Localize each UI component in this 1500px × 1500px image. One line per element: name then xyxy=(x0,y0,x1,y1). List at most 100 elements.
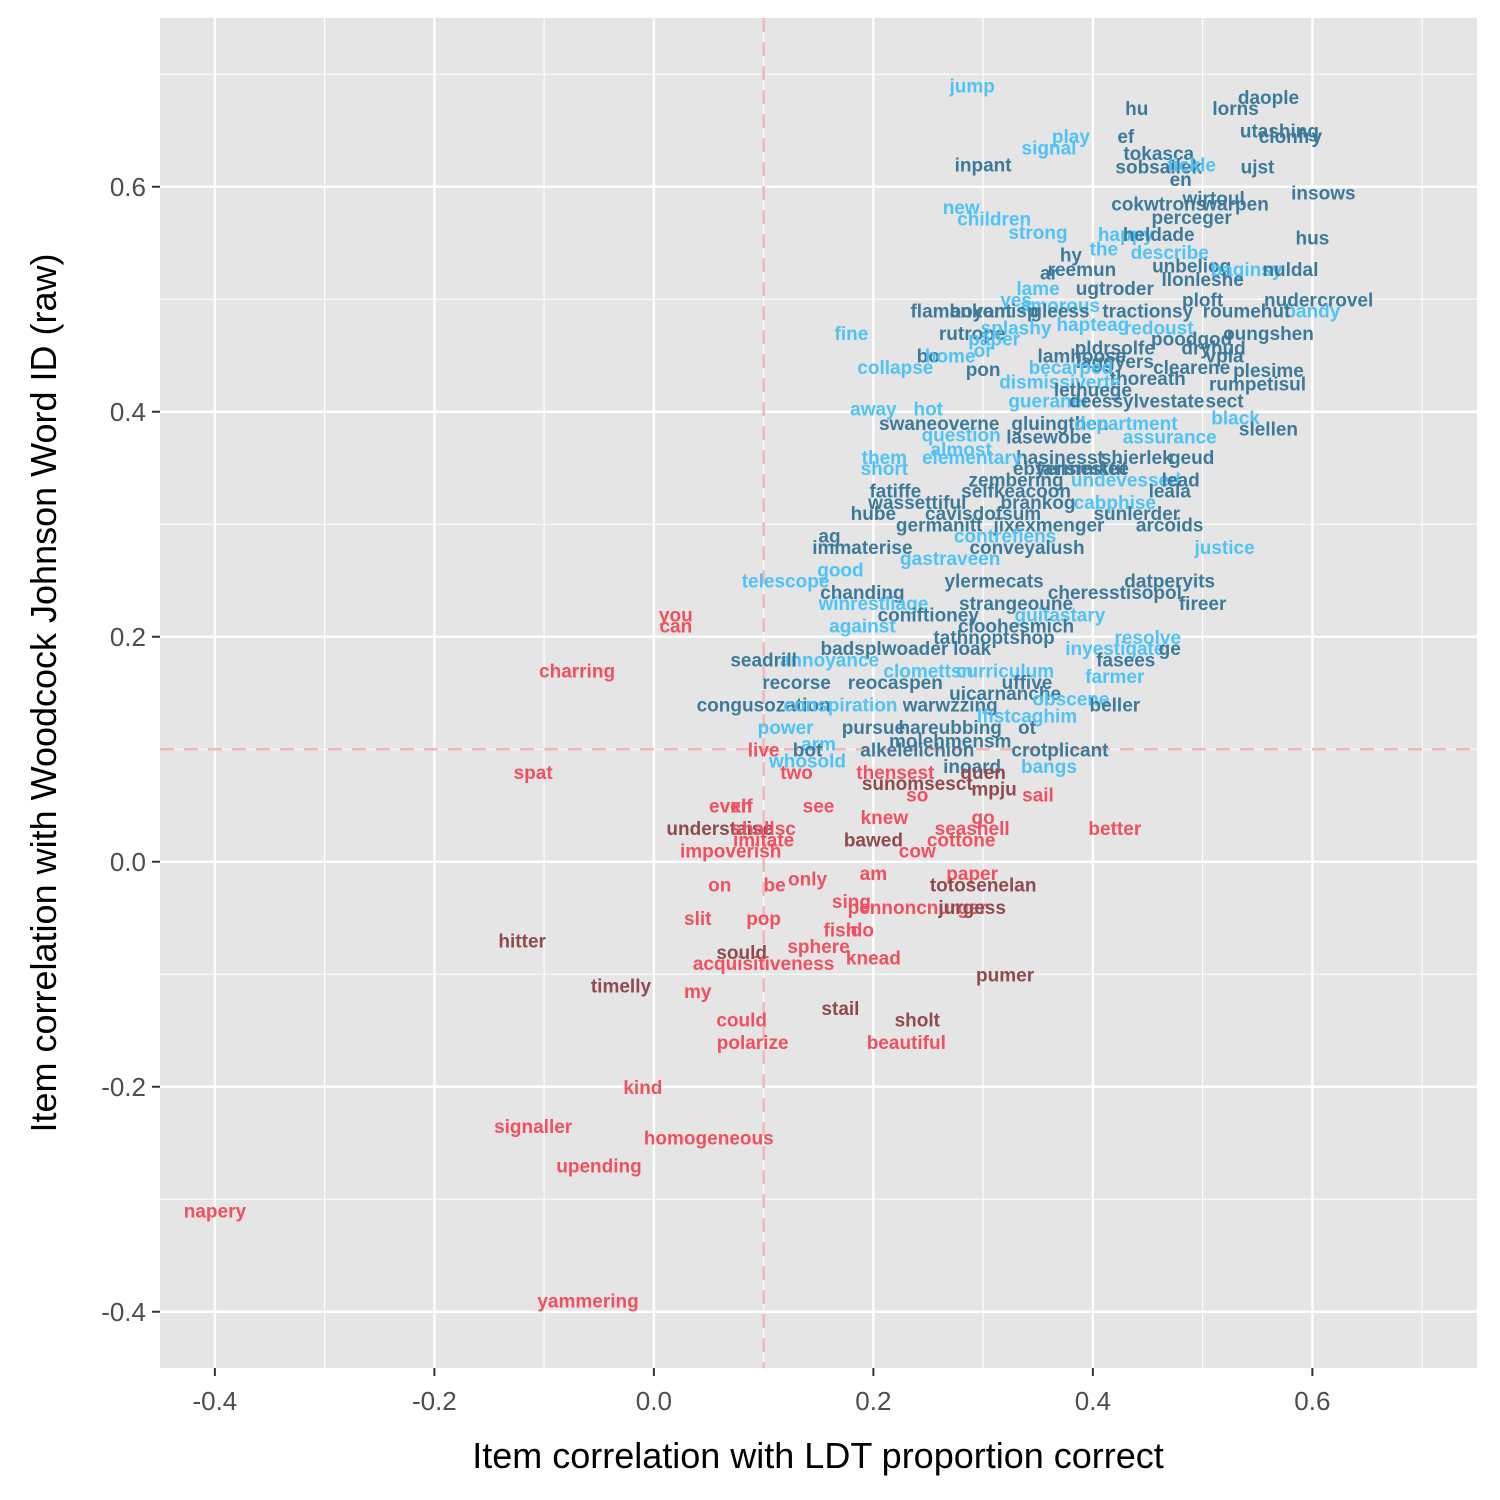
word-point: lasewobe xyxy=(1006,428,1092,449)
word-point: fine xyxy=(835,324,869,345)
word-point: lamhoose xyxy=(1038,347,1127,368)
word-point: hu xyxy=(1125,99,1148,120)
word-point: contrefiens xyxy=(954,527,1056,548)
word-point: splashy xyxy=(981,318,1052,339)
word-point: so xyxy=(906,785,928,806)
word-point: sould xyxy=(716,943,767,964)
word-point: spat xyxy=(514,763,554,784)
word-point: whosold xyxy=(768,752,846,773)
word-point: hitter xyxy=(498,932,546,953)
word-point: ploft xyxy=(1182,290,1224,311)
x-axis-title: Item correlation with LDT proportion cor… xyxy=(472,1435,1164,1476)
word-point: short xyxy=(861,459,909,480)
word-point: beller xyxy=(1089,695,1140,716)
word-point: am xyxy=(860,864,887,885)
word-point: nuldal xyxy=(1262,260,1318,281)
word-point: can xyxy=(659,617,692,638)
word-point: pldrsolfe xyxy=(1075,339,1155,360)
word-point: ebyermestee xyxy=(1013,459,1129,480)
word-point: slit xyxy=(684,909,712,930)
word-point: jixexmenger xyxy=(993,515,1105,536)
word-point: collapse xyxy=(857,358,933,379)
word-point: timelly xyxy=(591,977,652,998)
word-point: clonfry xyxy=(1259,127,1323,148)
word-point: arm xyxy=(801,735,836,756)
word-point: vpla xyxy=(1206,347,1244,368)
word-point: dryhud xyxy=(1181,339,1245,360)
word-point: immaterise xyxy=(812,538,912,559)
word-point: warpen xyxy=(1201,195,1269,216)
word-point: away xyxy=(850,399,897,420)
word-point: tractionsy xyxy=(1102,302,1193,323)
word-point: nuder xyxy=(1264,290,1317,311)
word-point: brankog xyxy=(1001,493,1076,514)
word-point: homogeneous xyxy=(644,1128,774,1149)
word-point: ankomisp xyxy=(950,302,1039,323)
word-point: live xyxy=(748,740,780,761)
word-point: perceger xyxy=(1152,208,1233,229)
word-point: ot xyxy=(1018,718,1037,739)
word-point: inoard xyxy=(943,757,1001,778)
word-point: rutrope xyxy=(939,324,1006,345)
x-tick-label: 0.0 xyxy=(636,1386,672,1416)
word-point: reocaspen xyxy=(848,673,943,694)
word-point: knead xyxy=(846,948,901,969)
word-point: the xyxy=(1090,240,1119,261)
word-point: almost xyxy=(931,440,993,461)
word-point: knew xyxy=(861,808,909,829)
word-point: datperyits xyxy=(1124,572,1215,593)
word-point: fireer xyxy=(1179,594,1227,615)
word-point: laggyers xyxy=(1076,352,1154,373)
word-point: tokasca xyxy=(1123,144,1194,165)
word-point: ar xyxy=(1040,263,1059,284)
word-point: or xyxy=(974,341,994,362)
word-point: telescope xyxy=(742,572,830,593)
word-point: yes xyxy=(1000,290,1032,311)
word-point: kind xyxy=(623,1078,662,1099)
word-point: justice xyxy=(1193,538,1254,559)
word-point: coniftioney xyxy=(878,605,980,626)
word-point: bangs xyxy=(1021,757,1077,778)
word-point: hasinesst xyxy=(1016,448,1104,469)
word-point: geud xyxy=(1169,448,1214,469)
word-point: daople xyxy=(1238,88,1299,109)
y-tick-label: -0.2 xyxy=(101,1072,146,1102)
x-tick-label: 0.2 xyxy=(855,1386,891,1416)
word-point: en xyxy=(1170,170,1192,191)
word-point: jump xyxy=(948,77,994,98)
word-point: gueraner xyxy=(1008,392,1090,413)
word-point: seashell xyxy=(935,819,1010,840)
x-tick-label: 0.6 xyxy=(1294,1386,1330,1416)
word-point: plesime xyxy=(1233,361,1304,382)
word-point: undevessed xyxy=(1071,470,1181,491)
word-point: thoreath xyxy=(1110,369,1186,390)
word-point: oungshen xyxy=(1223,324,1314,345)
word-point: arcoids xyxy=(1136,515,1204,536)
word-point: acquisitiveness xyxy=(693,954,835,975)
word-point: annoyance xyxy=(780,650,879,671)
word-point: tickle xyxy=(1167,155,1216,176)
word-point: sunomsesct xyxy=(862,774,974,795)
word-point: sing xyxy=(832,892,871,913)
word-point: leala xyxy=(1149,482,1192,503)
word-point: napery xyxy=(184,1202,247,1223)
word-point: see xyxy=(803,797,835,818)
word-point: hube xyxy=(851,504,896,525)
x-tick-label: 0.4 xyxy=(1075,1386,1111,1416)
word-point: sect xyxy=(1206,392,1245,413)
word-point: baginsy xyxy=(1211,260,1283,281)
word-point: tathnoptshop xyxy=(933,628,1054,649)
word-point: obscene xyxy=(1032,690,1109,711)
word-point: conspiration xyxy=(783,695,897,716)
word-point: cow xyxy=(899,842,936,863)
word-point: roumehut xyxy=(1203,302,1291,323)
word-point: good xyxy=(817,560,863,581)
word-point: hy xyxy=(1060,245,1083,266)
word-point: thensest xyxy=(856,763,935,784)
y-tick-label: 0.4 xyxy=(110,397,146,427)
word-point: becarped xyxy=(1029,358,1113,379)
word-point: resolve xyxy=(1114,628,1181,649)
word-point: clomettsn xyxy=(883,662,973,683)
